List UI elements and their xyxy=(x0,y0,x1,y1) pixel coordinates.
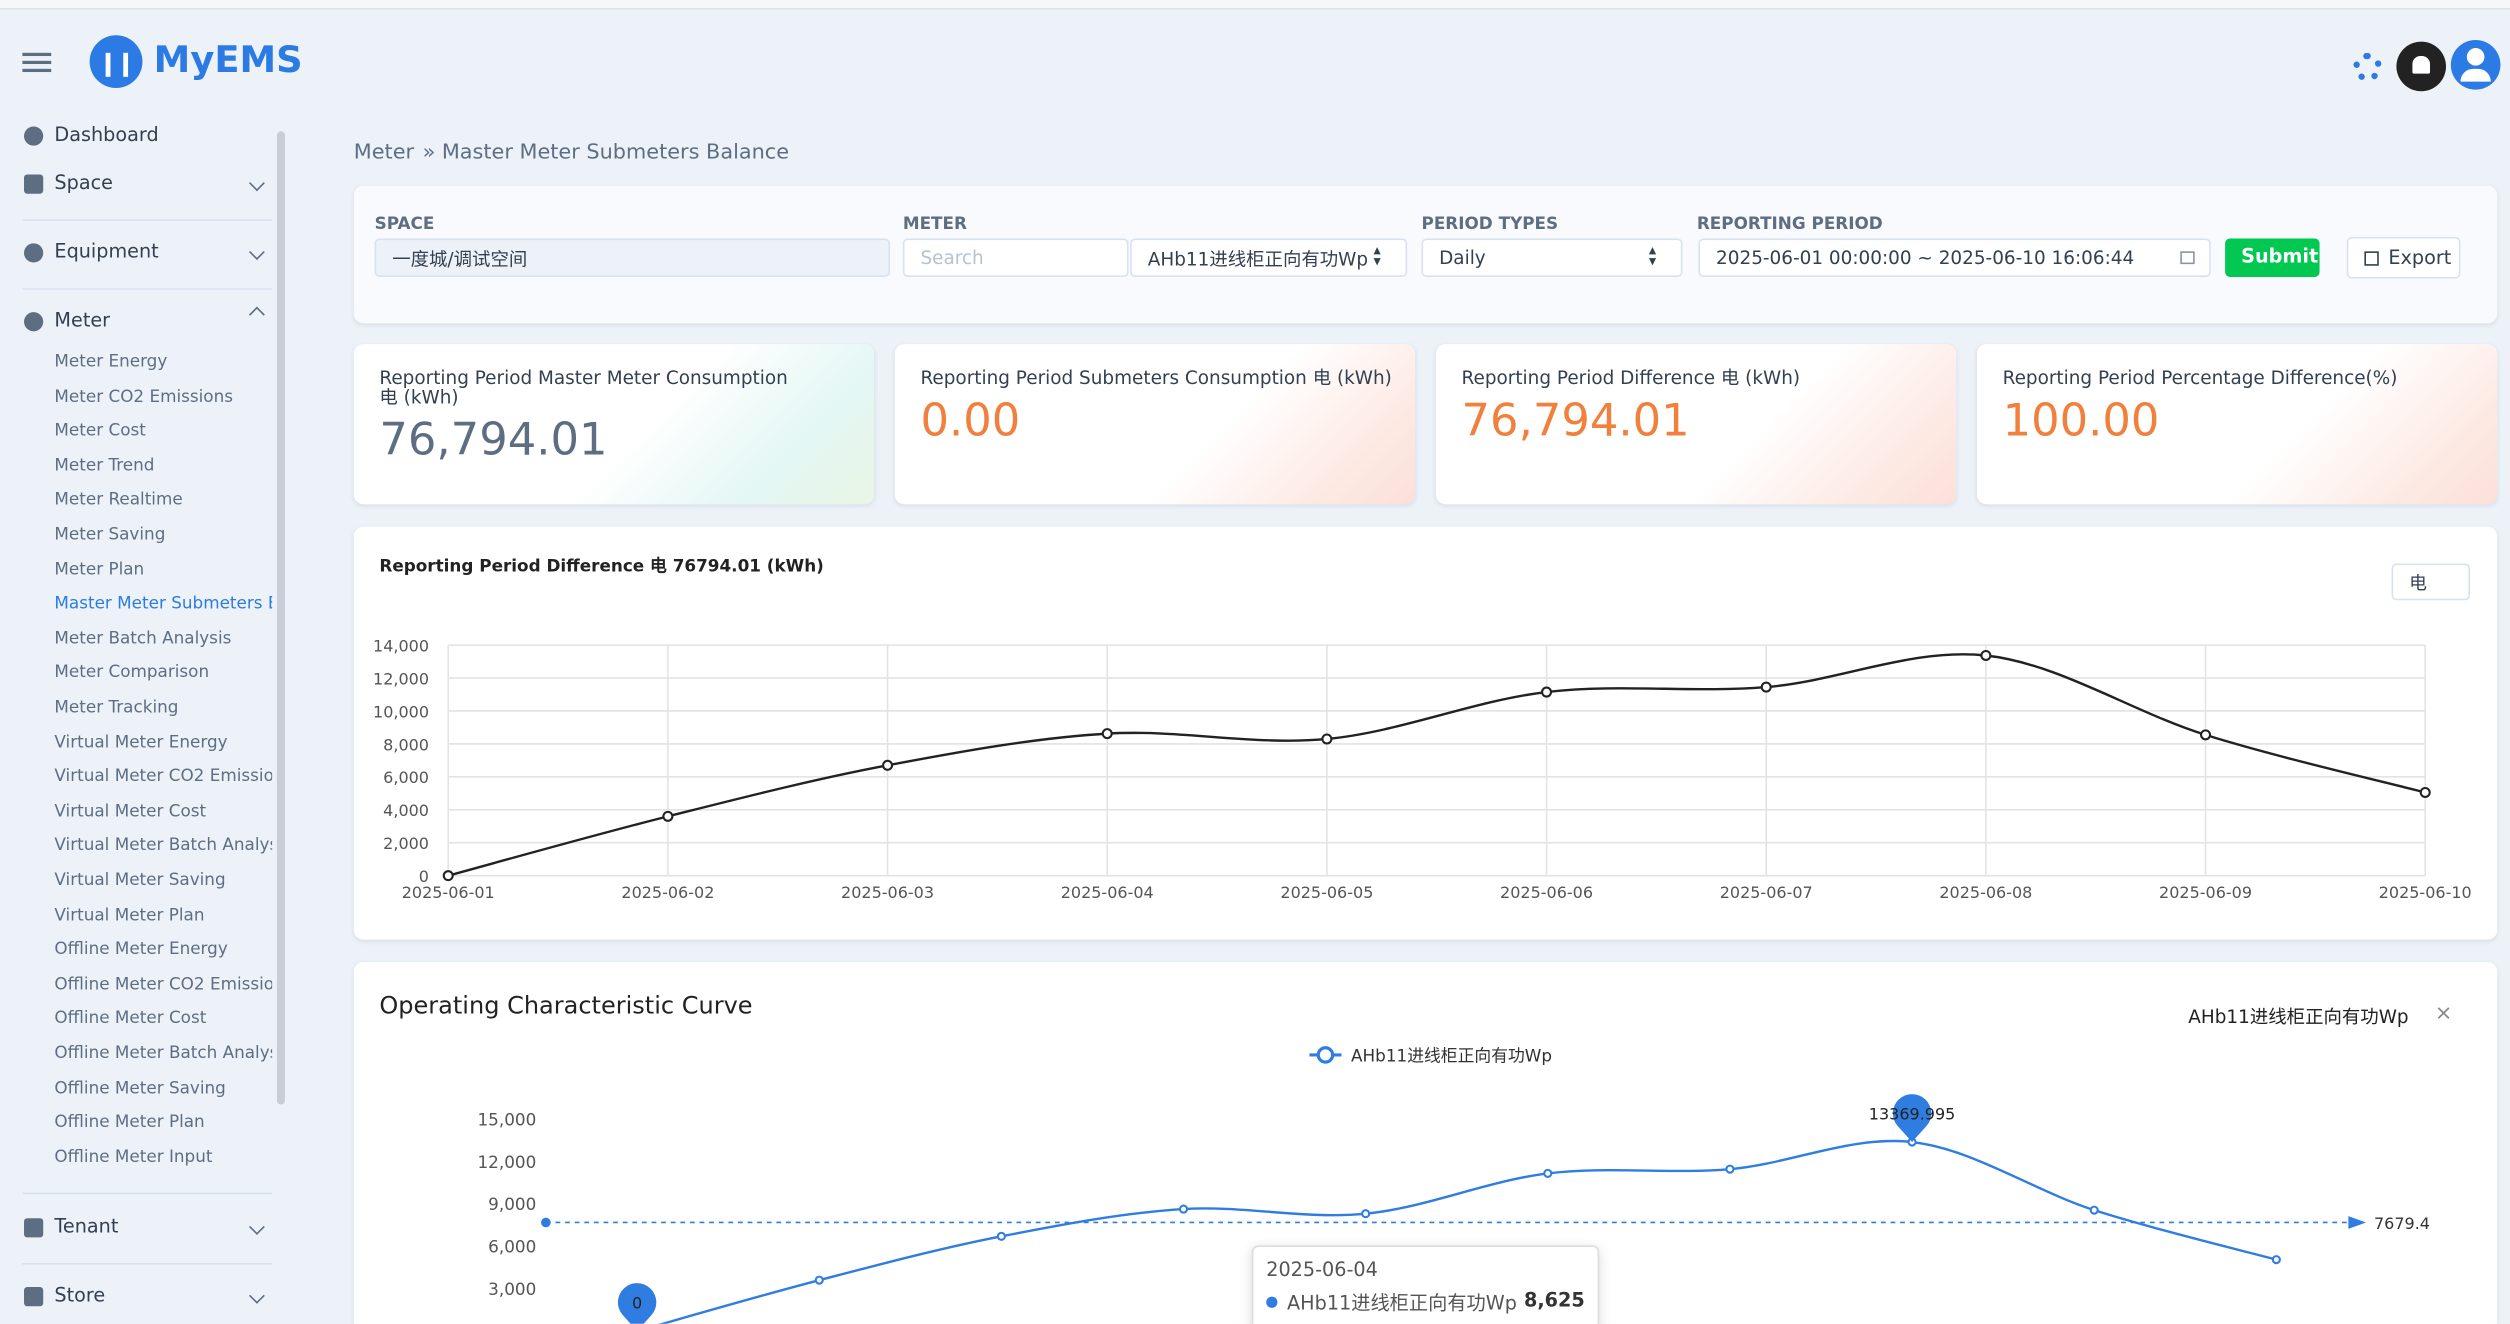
legend-label: AHb11进线柜正向有功Wp xyxy=(1351,1045,1552,1065)
x-tick-label: 2025-06-02 xyxy=(621,883,714,902)
x-tick-label: 2025-06-03 xyxy=(841,883,934,902)
series-selector[interactable]: 电 xyxy=(2392,563,2470,600)
mark-point-label: 0 xyxy=(632,1294,642,1313)
y-tick-label: 9,000 xyxy=(488,1194,536,1214)
mark-point-label: 13369.995 xyxy=(1869,1105,1956,1124)
data-point xyxy=(1544,1170,1551,1177)
y-tick-label: 3,000 xyxy=(488,1279,536,1299)
data-point xyxy=(1726,1166,1733,1173)
y-tick-label: 2,000 xyxy=(383,834,429,853)
average-label: 7679.4 xyxy=(2374,1214,2430,1233)
data-point xyxy=(1180,1206,1187,1213)
y-tick-label: 15,000 xyxy=(477,1109,536,1129)
y-tick-label: 10,000 xyxy=(373,702,429,721)
data-point xyxy=(2421,788,2430,797)
x-tick-label: 2025-06-04 xyxy=(1061,883,1154,902)
data-point xyxy=(663,812,672,821)
y-tick-label: 6,000 xyxy=(488,1237,536,1257)
x-tick-label: 2025-06-08 xyxy=(1939,883,2032,902)
x-tick-label: 2025-06-01 xyxy=(402,883,495,902)
chart-title: Operating Characteristic Curve xyxy=(379,991,752,1020)
x-tick-label: 2025-06-07 xyxy=(1720,883,1813,902)
data-point xyxy=(1362,1210,1369,1217)
data-point xyxy=(998,1233,1005,1240)
data-point xyxy=(1542,688,1551,697)
tooltip-series: AHb11进线柜正向有功Wp xyxy=(1287,1289,1517,1316)
data-point xyxy=(2201,730,2210,739)
data-point xyxy=(1981,651,1990,660)
selected-meter: AHb11进线柜正向有功Wp xyxy=(2188,1004,2408,1030)
x-tick-label: 2025-06-10 xyxy=(2379,883,2472,902)
data-point xyxy=(2091,1207,2098,1214)
y-tick-label: 6,000 xyxy=(383,768,429,787)
legend-marker xyxy=(1318,1048,1332,1062)
y-tick-label: 14,000 xyxy=(373,637,429,656)
y-tick-label: 4,000 xyxy=(383,801,429,820)
data-point xyxy=(1762,683,1771,692)
data-point xyxy=(2273,1256,2280,1263)
tooltip: 2025-06-04 AHb11进线柜正向有功Wp 8,625 xyxy=(1252,1245,1599,1323)
close-icon[interactable]: × xyxy=(2435,1002,2452,1026)
x-tick-label: 2025-06-06 xyxy=(1500,883,1593,902)
data-point xyxy=(444,871,453,880)
series-selector-text: 电 xyxy=(2409,570,2427,596)
data-point xyxy=(883,761,892,770)
y-tick-label: 12,000 xyxy=(373,669,429,688)
x-tick-label: 2025-06-05 xyxy=(1280,883,1373,902)
average-arrow xyxy=(2348,1216,2366,1229)
tooltip-dot xyxy=(1266,1297,1277,1308)
chart-title: Reporting Period Difference 电 76794.01 (… xyxy=(379,554,823,578)
tooltip-date: 2025-06-04 xyxy=(1266,1258,1378,1280)
data-point xyxy=(816,1277,823,1284)
data-point xyxy=(1103,729,1112,738)
y-tick-label: 8,000 xyxy=(383,735,429,754)
tooltip-value: 8,625 xyxy=(1524,1289,1585,1311)
x-tick-label: 2025-06-09 xyxy=(2159,883,2252,902)
y-tick-label: 12,000 xyxy=(477,1152,536,1172)
average-start xyxy=(541,1218,551,1228)
data-point xyxy=(1322,734,1331,743)
